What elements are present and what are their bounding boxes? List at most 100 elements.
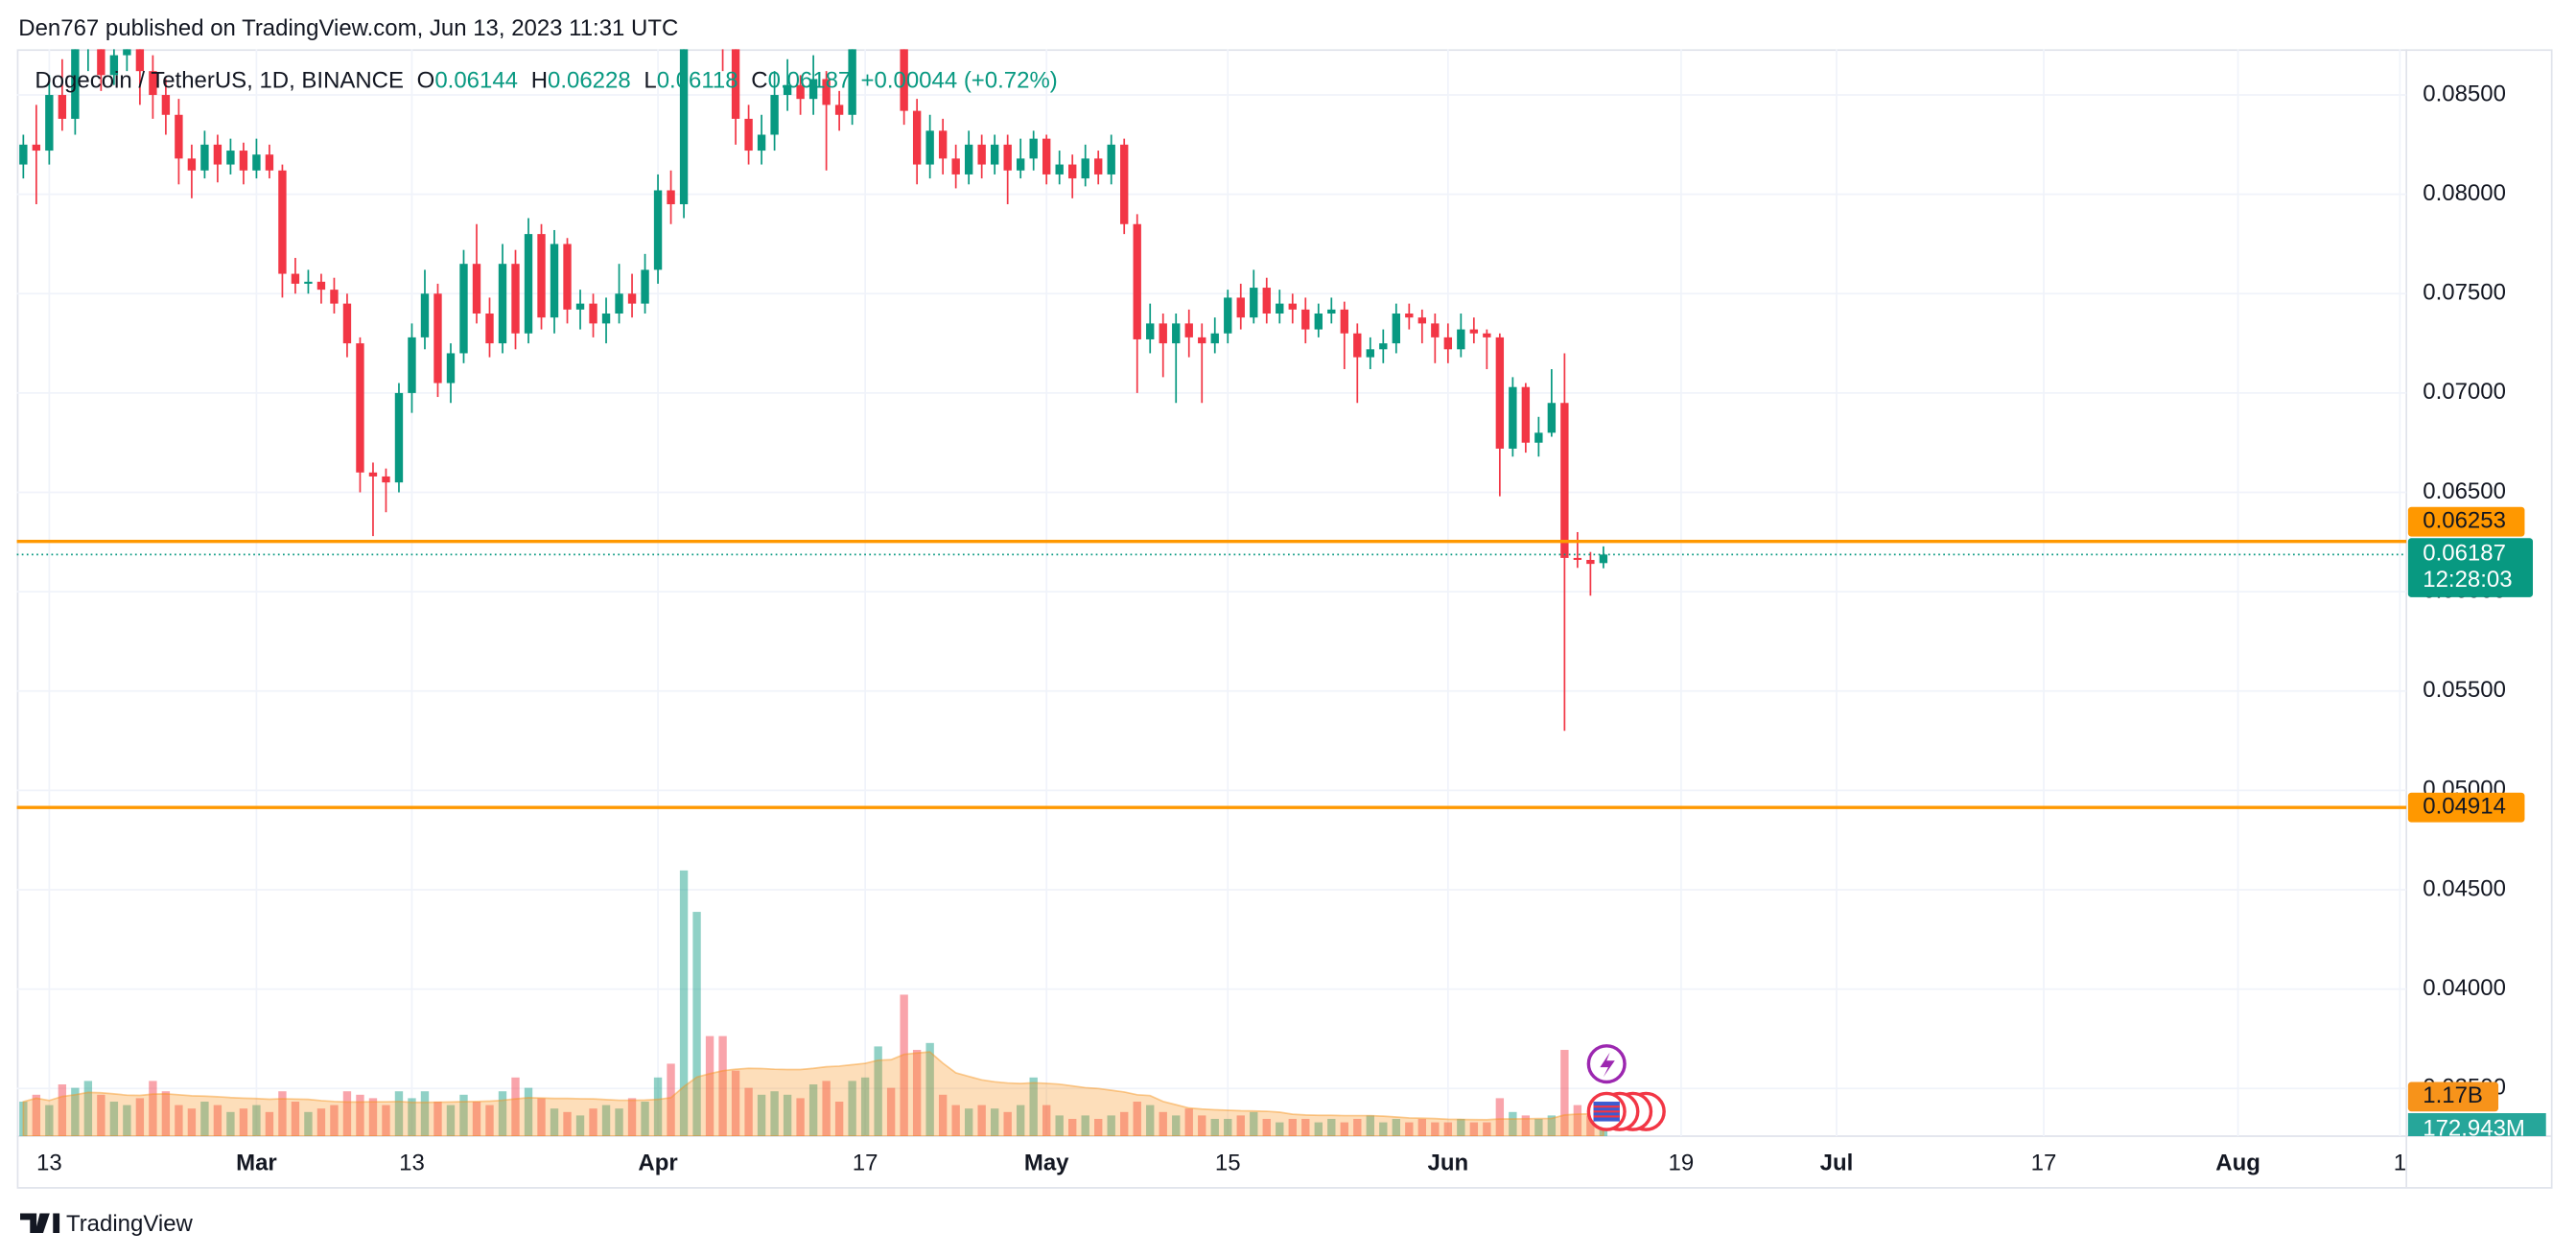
candle-body [1314, 314, 1323, 330]
volume-bar [161, 1091, 171, 1136]
candle-body [1081, 158, 1089, 179]
candle-body [1457, 329, 1465, 350]
volume-bar [187, 1108, 197, 1136]
price-badge [2407, 792, 2525, 823]
candle-body [1159, 323, 1167, 344]
volume-bar [83, 1081, 93, 1136]
candle-body [149, 71, 157, 96]
volume-bar [252, 1105, 261, 1136]
volume-bar [32, 1094, 41, 1136]
candle-body [834, 105, 844, 115]
volume-bar [316, 1108, 326, 1136]
volume-bar [1417, 1118, 1427, 1136]
volume-bar [408, 1098, 416, 1136]
candle-body [1146, 323, 1155, 339]
volume-bar [692, 912, 701, 1136]
volume-bar [1236, 1115, 1245, 1136]
candle-body [1521, 386, 1531, 443]
candle-body [925, 130, 934, 165]
x-tick-label: May [1024, 1150, 1069, 1175]
volume-last-badge [2407, 1113, 2546, 1136]
candle-body [161, 95, 171, 115]
volume-bar [1366, 1115, 1374, 1136]
y-tick-label: 0.04500 [2423, 875, 2506, 901]
volume-bar [808, 1084, 818, 1136]
candle-body [744, 118, 753, 151]
candles [19, 49, 1608, 732]
x-tick-label: Jun [1428, 1150, 1469, 1175]
candle-body [1340, 309, 1348, 334]
low-value: 0.06118 [657, 68, 738, 94]
volume-bar [1599, 1129, 1608, 1136]
volume-bar [1184, 1108, 1193, 1136]
candle-body [1327, 309, 1336, 314]
volume-bar [175, 1105, 183, 1136]
volume-bar [135, 1098, 145, 1136]
candle-body [1016, 158, 1025, 171]
brand-logo [20, 1213, 60, 1234]
candle-body [200, 144, 209, 171]
candle-body [226, 151, 235, 165]
volume-bar [1560, 1050, 1569, 1136]
volume-bar [912, 1050, 922, 1136]
brand-name: TradingView [66, 1211, 194, 1237]
volume-bar [1042, 1105, 1051, 1136]
o-label: O [417, 68, 435, 94]
candle-body [679, 49, 689, 205]
volume-bar [770, 1091, 779, 1136]
y-tick-label: 0.06500 [2423, 478, 2506, 504]
volume-bar [537, 1098, 546, 1136]
volume-bar [1327, 1118, 1336, 1136]
candle-body [1443, 337, 1453, 350]
volume-bar [705, 1035, 714, 1136]
candle-body [1353, 333, 1362, 358]
volume-bar [511, 1077, 520, 1136]
volume-bar [886, 1087, 896, 1136]
candle-body [394, 392, 404, 483]
candle-body [1599, 554, 1608, 564]
x-tick-label: 17 [2031, 1150, 2057, 1175]
volume-bar [627, 1098, 637, 1136]
volume-bar [1521, 1115, 1531, 1136]
volume-bar [1210, 1118, 1219, 1136]
candle-body [1120, 144, 1129, 224]
candle-body [511, 264, 520, 334]
price-badge [2407, 506, 2525, 537]
candle-body [1210, 333, 1219, 344]
volume-bar [58, 1084, 67, 1136]
volume-bar [1172, 1115, 1181, 1136]
volume-bar [1443, 1122, 1453, 1136]
candle-body [1573, 557, 1582, 560]
volume-bar [575, 1115, 585, 1136]
candle-body [912, 110, 922, 165]
volume-pane [19, 870, 1608, 1136]
candle-body [446, 353, 456, 384]
y-tick-label: 0.04000 [2423, 975, 2506, 1001]
volume-bar [1301, 1118, 1310, 1136]
y-tick-label: 0.08500 [2423, 81, 2506, 106]
volume-bar [433, 1102, 442, 1136]
brand: TradingView [20, 1211, 194, 1237]
candle-body [1198, 337, 1206, 344]
countdown-label: 12:28:03 [2423, 567, 2512, 593]
volume-bar [1068, 1118, 1077, 1136]
volume-bar [1016, 1105, 1025, 1136]
publisher-line: Den767 published on TradingView.com, Jun… [18, 15, 678, 41]
candle-body [1405, 314, 1414, 318]
candle-body [1172, 323, 1181, 344]
volume-bar [226, 1111, 235, 1136]
x-tick-label: 13 [36, 1150, 62, 1175]
symbol: Dogecoin / TetherUS, 1D, BINANCE [35, 68, 404, 94]
candle-body [601, 314, 611, 324]
volume-bar [485, 1105, 494, 1136]
candle-body [135, 49, 145, 72]
candle-body [1133, 223, 1141, 339]
volume-bar [239, 1108, 248, 1136]
candle-body [1068, 164, 1077, 179]
candle-body [123, 49, 131, 56]
volume-bar [718, 1035, 727, 1136]
volume-bar [1457, 1118, 1465, 1136]
x-tick-label: 1 [2394, 1150, 2406, 1175]
volume-bar [589, 1108, 597, 1136]
